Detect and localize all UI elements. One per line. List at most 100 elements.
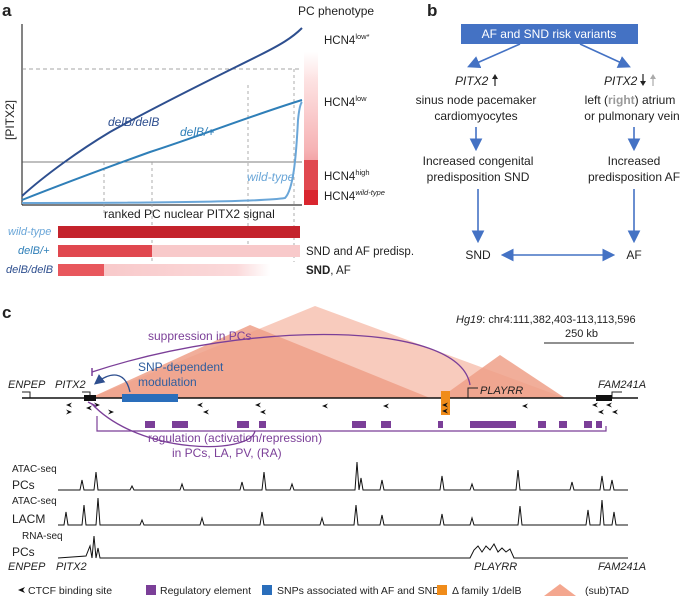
risk-variants-box [461, 24, 638, 44]
y-axis-label: [PITX2] [3, 100, 17, 140]
label-wild-type: wild-type [247, 170, 295, 184]
gene-playrr-bottom: PLAYRR [474, 561, 517, 573]
bar-label-delB-delB: delB/delB [6, 264, 53, 276]
genome-coords: Hg19: chr4:111,382,403-113,113,596 [456, 314, 636, 326]
right-cell-line-1: left (right) atrium [585, 93, 676, 107]
bar-delB-plus-low [152, 245, 300, 257]
legend-tad-label: (sub)TAD [585, 585, 630, 597]
phenotype-high-block [304, 160, 318, 190]
sink-snd: SND [465, 248, 491, 262]
delB-region [441, 391, 450, 415]
gene-pitx2-bottom: PITX2 [56, 561, 87, 573]
track2-assay: ATAC-seq [12, 496, 57, 507]
phenotype-low-star: HCN4low* [324, 32, 370, 47]
legend-delB-label: Δ family 1/delB [452, 585, 521, 597]
left-outcome-line-2: predisposition SND [427, 170, 530, 184]
gene-pitx2-top: PITX2 [55, 379, 86, 391]
legend-regulatory-square-icon [146, 585, 156, 595]
regulation-arc [91, 403, 256, 448]
panel-c: c Hg19: chr4:111,382,403-113,113,596 250… [2, 303, 646, 597]
right-outcome-line-2: predisposition AF [588, 170, 680, 184]
regulation-label-line-2: in PCs, LA, PV, (RA) [172, 446, 282, 460]
suppression-arc [91, 333, 471, 386]
legend-ctcf-label: CTCF binding site [28, 585, 112, 597]
risk-variants-label: AF and SND risk variants [482, 27, 617, 41]
subtad-left [90, 325, 430, 398]
subtad-right [440, 355, 565, 398]
label-delB-plus: delB/+ [180, 125, 214, 139]
regulatory-elements [145, 421, 602, 428]
panel-a: a PC phenotype [PITX2] delB/delB delB/+ … [2, 1, 414, 277]
legend-regulatory-label: Regulatory element [160, 585, 251, 597]
bar-delB-delB-low [104, 264, 270, 276]
panel-b: b AF and SND risk variants PITX2 sinus n… [416, 1, 680, 262]
curve-delB-plus [21, 99, 303, 201]
phenotype-gradient [304, 52, 318, 160]
track3-assay: RNA-seq [22, 531, 63, 542]
right-gene-name: PITX2 [604, 74, 638, 88]
phenotype-header: PC phenotype [298, 4, 374, 18]
left-gene-name: PITX2 [455, 74, 489, 88]
right-outcome-line-1: Increased [608, 154, 661, 168]
bar-wild-type [58, 226, 300, 238]
track3-signal [57, 535, 628, 559]
curve-wild-type [21, 101, 303, 204]
scale-label: 250 kb [565, 328, 598, 340]
regulation-bracket [96, 416, 607, 432]
panel-b-letter: b [427, 1, 437, 20]
legend-snp-label: SNPs associated with AF and SND [277, 585, 440, 597]
signal-tracks [57, 461, 628, 559]
up-arrow-gray-icon [650, 74, 656, 86]
label-delB-delB: delB/delB [108, 115, 159, 129]
up-arrow-icon [492, 74, 498, 86]
sink-af: AF [626, 248, 641, 262]
arrow-to-right-gene [579, 43, 631, 68]
gene-fam241a-bottom: FAM241A [598, 561, 646, 573]
right-cell-line-2: or pulmonary vein [584, 109, 679, 123]
x-axis-label: ranked PC nuclear PITX2 signal [104, 207, 275, 221]
track1-signal [58, 461, 628, 491]
legend-tad-triangle-icon [544, 584, 576, 596]
playrr-direction-icon [467, 387, 478, 398]
bar-outcome-delB-plus: SND and AF predisp. [306, 246, 414, 258]
legend: CTCF binding site Regulatory element SNP… [18, 584, 630, 597]
left-cell-line-1: sinus node pacemaker [416, 93, 537, 107]
legend-snp-square-icon [262, 585, 272, 595]
bar-delB-delB-high [58, 264, 104, 276]
bar-delB-plus-high [58, 245, 152, 257]
pitx2-gene-body [84, 395, 96, 401]
bar-label-wild-type: wild-type [8, 226, 51, 238]
gene-enpep-top: ENPEP [8, 379, 46, 391]
phenotype-low: HCN4low [324, 94, 367, 109]
phenotype-wildtype-block [304, 190, 318, 205]
snp-region [122, 394, 178, 402]
track1-cell: PCs [12, 478, 35, 492]
curve-delB-delB [21, 27, 303, 197]
fam241a-direction-icon [611, 391, 622, 398]
regulation-blunt-end [87, 401, 97, 407]
gene-fam241a-top: FAM241A [598, 379, 646, 391]
bar-outcome-delB-delB: SND, AF [306, 265, 351, 277]
snp-modulation-arrow [93, 374, 131, 393]
track2-signal [58, 497, 628, 526]
arrow-to-left-gene [467, 43, 521, 68]
gene-enpep-bottom: ENPEP [8, 561, 46, 573]
legend-ctcf-arrowhead-icon [18, 587, 25, 593]
regulation-label-line-1: regulation (activation/repression) [148, 431, 322, 445]
left-cell-line-2: cardiomyocytes [434, 109, 517, 123]
left-outcome-line-1: Increased congenital [423, 154, 534, 168]
panel-a-letter: a [2, 1, 12, 20]
fam241a-gene-body [596, 395, 612, 401]
track3-cell: PCs [12, 545, 35, 559]
phenotype-high: HCN4high [324, 168, 370, 183]
ctcf-sites [66, 402, 618, 415]
panel-c-letter: c [2, 303, 11, 322]
enpep-direction-icon [22, 391, 31, 398]
suppression-label: suppression in PCs [148, 329, 251, 343]
phenotype-wildtype: HCN4wild-type [324, 188, 385, 203]
track2-cell: LACM [12, 512, 45, 526]
down-arrow-icon [640, 74, 646, 86]
snp-label-line-1: SNP-dependent [138, 360, 224, 374]
snp-label-line-2: modulation [138, 375, 197, 389]
